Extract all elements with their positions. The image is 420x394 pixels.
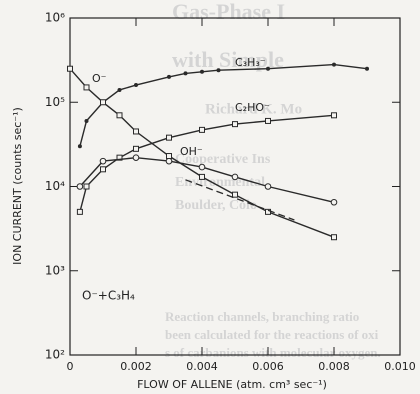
point [198, 163, 206, 171]
background-text: Gas-Phase I [172, 0, 285, 24]
point [199, 126, 205, 133]
point [165, 157, 173, 165]
point [132, 154, 140, 161]
point [330, 198, 338, 206]
x-tick-label: 0.006 [252, 360, 284, 373]
point [331, 234, 337, 241]
dashed-line [185, 179, 295, 221]
series-label: C₃H₃⁻ [235, 56, 266, 69]
point [116, 154, 123, 161]
x-tick-label: 0.010 [384, 360, 416, 373]
background-text: Cooperative Ins [175, 152, 271, 167]
point [116, 112, 123, 119]
point [183, 71, 188, 76]
point [167, 74, 171, 79]
point [133, 128, 139, 135]
point [264, 183, 272, 190]
point [265, 208, 271, 215]
y-tick-label: 10³ [45, 263, 65, 277]
point [232, 121, 238, 128]
point [83, 84, 90, 91]
annotation: O⁻+C₃H₄ [82, 289, 135, 303]
point [199, 173, 205, 180]
background-text: with Simple [172, 47, 284, 72]
background-text: Richard K. Mo [205, 101, 302, 117]
series-label: O⁻ [92, 72, 107, 85]
point [265, 117, 271, 124]
x-tick-label: 0.002 [120, 360, 152, 373]
point [99, 157, 107, 165]
point [100, 99, 106, 106]
series-line [79, 63, 368, 147]
point [200, 69, 204, 74]
series-line [69, 68, 335, 238]
y-tick-label: 10⁶ [45, 11, 65, 25]
y-tick-label: 10² [45, 348, 65, 362]
point [331, 112, 337, 119]
background-text: been calculated for the reactions of oxi [165, 327, 379, 342]
point [216, 68, 221, 73]
point [231, 173, 239, 181]
series-label: OH⁻ [180, 145, 203, 158]
point [365, 66, 369, 71]
point [133, 145, 139, 152]
y-tick-label: 10⁴ [45, 179, 65, 193]
x-tick-label: 0.004 [186, 360, 218, 373]
x-axis-label: FLOW OF ALLENE (atm. cm³ sec⁻¹) [137, 378, 327, 391]
background-text: Reaction channels, branching ratio [165, 309, 359, 324]
series-line [79, 156, 335, 203]
point [67, 65, 73, 72]
y-axis-label: ION CURRENT (counts sec⁻¹) [11, 107, 24, 265]
point [232, 191, 238, 198]
point [83, 183, 90, 190]
point [166, 153, 172, 160]
point [332, 62, 336, 67]
point [76, 183, 84, 190]
point [166, 134, 172, 141]
point [84, 118, 89, 123]
x-tick-label: 0.008 [318, 360, 350, 373]
point [100, 166, 106, 173]
y-tick-label: 10⁵ [45, 95, 65, 109]
point [77, 144, 82, 149]
point [134, 83, 138, 88]
point [76, 208, 83, 215]
background-text: s of carbanions with molecular oxygen. [165, 345, 381, 360]
x-tick-label: 0 [67, 360, 74, 373]
point [117, 87, 122, 92]
background-text: Boulder, Colo [175, 198, 257, 213]
point [266, 66, 270, 71]
series-label: C₂HO⁻ [235, 101, 270, 114]
background-text: Environmental [175, 175, 265, 190]
